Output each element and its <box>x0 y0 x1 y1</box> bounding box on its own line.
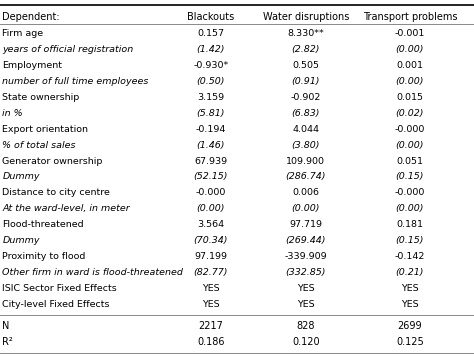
Text: Other firm in ward is flood-threatened: Other firm in ward is flood-threatened <box>2 268 183 277</box>
Text: YES: YES <box>297 300 315 309</box>
Text: 8.330**: 8.330** <box>287 29 324 38</box>
Text: Water disruptions: Water disruptions <box>263 11 349 21</box>
Text: (0.02): (0.02) <box>396 109 424 117</box>
Text: City-level Fixed Effects: City-level Fixed Effects <box>2 300 110 309</box>
Text: 0.120: 0.120 <box>292 337 319 347</box>
Text: Distance to city centre: Distance to city centre <box>2 188 110 197</box>
Text: 2699: 2699 <box>398 321 422 331</box>
Text: 0.001: 0.001 <box>397 61 423 70</box>
Text: YES: YES <box>202 284 220 293</box>
Text: 2217: 2217 <box>199 321 223 331</box>
Text: (0.00): (0.00) <box>292 205 320 213</box>
Text: 0.006: 0.006 <box>292 188 319 197</box>
Text: (0.15): (0.15) <box>396 172 424 181</box>
Text: -0.902: -0.902 <box>291 93 321 102</box>
Text: Firm age: Firm age <box>2 29 44 38</box>
Text: (6.83): (6.83) <box>292 109 320 117</box>
Text: YES: YES <box>297 284 315 293</box>
Text: 67.939: 67.939 <box>194 156 228 166</box>
Text: 0.015: 0.015 <box>397 93 423 102</box>
Text: Dummy: Dummy <box>2 236 40 245</box>
Text: (0.15): (0.15) <box>396 236 424 245</box>
Text: (1.46): (1.46) <box>197 141 225 150</box>
Text: Flood-threatened: Flood-threatened <box>2 220 84 230</box>
Text: % of total sales: % of total sales <box>2 141 76 150</box>
Text: Export orientation: Export orientation <box>2 125 88 134</box>
Text: (269.44): (269.44) <box>285 236 326 245</box>
Text: (70.34): (70.34) <box>194 236 228 245</box>
Text: ISIC Sector Fixed Effects: ISIC Sector Fixed Effects <box>2 284 117 293</box>
Text: (0.00): (0.00) <box>396 45 424 54</box>
Text: -339.909: -339.909 <box>284 252 327 261</box>
Text: 3.564: 3.564 <box>197 220 225 230</box>
Text: Blackouts: Blackouts <box>187 11 235 21</box>
Text: in %: in % <box>2 109 23 117</box>
Text: (0.00): (0.00) <box>396 77 424 86</box>
Text: (5.81): (5.81) <box>197 109 225 117</box>
Text: (0.00): (0.00) <box>396 205 424 213</box>
Text: State ownership: State ownership <box>2 93 80 102</box>
Text: (82.77): (82.77) <box>194 268 228 277</box>
Text: (0.21): (0.21) <box>396 268 424 277</box>
Text: Transport problems: Transport problems <box>363 11 457 21</box>
Text: -0.000: -0.000 <box>196 188 226 197</box>
Text: Dependent:: Dependent: <box>2 11 60 21</box>
Text: YES: YES <box>401 300 419 309</box>
Text: 4.044: 4.044 <box>292 125 319 134</box>
Text: -0.142: -0.142 <box>395 252 425 261</box>
Text: Generator ownership: Generator ownership <box>2 156 103 166</box>
Text: (2.82): (2.82) <box>292 45 320 54</box>
Text: 97.719: 97.719 <box>289 220 322 230</box>
Text: (286.74): (286.74) <box>285 172 326 181</box>
Text: 0.051: 0.051 <box>397 156 423 166</box>
Text: (0.00): (0.00) <box>396 141 424 150</box>
Text: years of official registration: years of official registration <box>2 45 134 54</box>
Text: 828: 828 <box>296 321 315 331</box>
Text: (0.91): (0.91) <box>292 77 320 86</box>
Text: number of full time employees: number of full time employees <box>2 77 149 86</box>
Text: -0.930*: -0.930* <box>193 61 228 70</box>
Text: (0.50): (0.50) <box>197 77 225 86</box>
Text: (3.80): (3.80) <box>292 141 320 150</box>
Text: (0.00): (0.00) <box>197 205 225 213</box>
Text: N: N <box>2 321 10 331</box>
Text: YES: YES <box>202 300 220 309</box>
Text: (332.85): (332.85) <box>285 268 326 277</box>
Text: -0.000: -0.000 <box>395 125 425 134</box>
Text: 0.157: 0.157 <box>198 29 224 38</box>
Text: Proximity to flood: Proximity to flood <box>2 252 86 261</box>
Text: 3.159: 3.159 <box>197 93 225 102</box>
Text: 109.900: 109.900 <box>286 156 325 166</box>
Text: At the ward-level, in meter: At the ward-level, in meter <box>2 205 130 213</box>
Text: 0.181: 0.181 <box>397 220 423 230</box>
Text: -0.194: -0.194 <box>196 125 226 134</box>
Text: 97.199: 97.199 <box>194 252 228 261</box>
Text: YES: YES <box>401 284 419 293</box>
Text: (1.42): (1.42) <box>197 45 225 54</box>
Text: 0.505: 0.505 <box>292 61 319 70</box>
Text: 0.186: 0.186 <box>197 337 225 347</box>
Text: R²: R² <box>2 337 13 347</box>
Text: Employment: Employment <box>2 61 63 70</box>
Text: -0.001: -0.001 <box>395 29 425 38</box>
Text: Dummy: Dummy <box>2 172 40 181</box>
Text: -0.000: -0.000 <box>395 188 425 197</box>
Text: 0.125: 0.125 <box>396 337 424 347</box>
Text: (52.15): (52.15) <box>194 172 228 181</box>
